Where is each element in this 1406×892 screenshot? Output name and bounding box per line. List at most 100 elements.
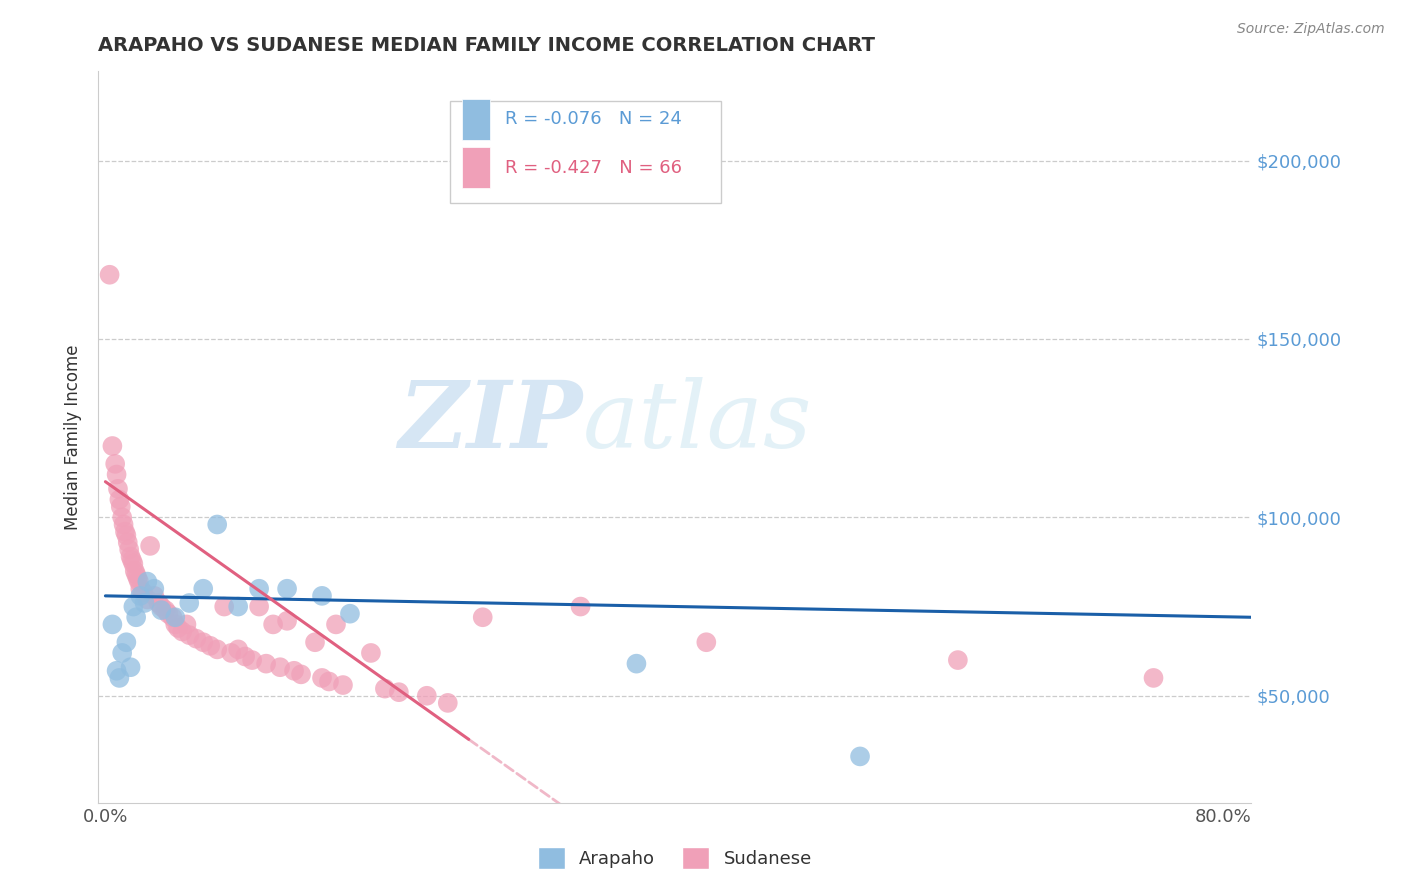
Point (276, 582, 298, 596)
Text: ARAPAHO VS SUDANESE MEDIAN FAMILY INCOME CORRELATION CHART: ARAPAHO VS SUDANESE MEDIAN FAMILY INCOME… (98, 36, 876, 54)
Point (136, 574, 159, 589)
Point (205, 517, 228, 532)
Text: R = -0.076   N = 24: R = -0.076 N = 24 (505, 111, 682, 128)
Point (124, 564, 146, 578)
Point (290, 667, 312, 681)
Point (304, 635, 326, 649)
Point (165, 610, 187, 624)
Point (125, 610, 148, 624)
Point (117, 535, 139, 549)
Point (388, 685, 411, 699)
Text: Source: ZipAtlas.com: Source: ZipAtlas.com (1237, 22, 1385, 37)
Point (276, 614, 298, 628)
Point (104, 457, 127, 471)
Point (136, 592, 159, 607)
Point (148, 596, 170, 610)
Point (143, 589, 166, 603)
Point (128, 574, 150, 589)
Text: ZIP: ZIP (398, 377, 582, 467)
Point (98, 268, 121, 282)
Point (155, 603, 177, 617)
Point (193, 635, 215, 649)
Point (849, 749, 872, 764)
Point (247, 582, 270, 596)
Point (318, 674, 340, 689)
Point (569, 599, 592, 614)
Point (112, 517, 135, 532)
Point (122, 599, 145, 614)
Point (139, 539, 162, 553)
Point (108, 671, 131, 685)
Point (247, 599, 270, 614)
Point (132, 585, 155, 599)
Point (129, 589, 152, 603)
Point (179, 596, 201, 610)
Point (240, 653, 263, 667)
Point (120, 660, 142, 674)
Point (212, 599, 235, 614)
Legend: Arapaho, Sudanese: Arapaho, Sudanese (530, 839, 820, 876)
Point (122, 557, 145, 571)
FancyBboxPatch shape (461, 99, 491, 139)
Point (226, 599, 249, 614)
Point (416, 689, 439, 703)
Point (114, 524, 136, 539)
Point (115, 635, 138, 649)
Point (311, 589, 333, 603)
Point (254, 657, 277, 671)
Point (105, 664, 128, 678)
Point (162, 610, 184, 624)
Point (157, 607, 180, 621)
Point (121, 553, 143, 567)
Point (172, 624, 194, 639)
Point (339, 607, 361, 621)
Point (325, 617, 347, 632)
Point (471, 610, 494, 624)
Point (283, 664, 305, 678)
Point (101, 617, 124, 632)
Point (115, 528, 138, 542)
Point (143, 582, 166, 596)
FancyBboxPatch shape (461, 147, 491, 187)
Point (205, 642, 228, 657)
Point (111, 510, 134, 524)
Point (127, 571, 149, 585)
Point (101, 439, 124, 453)
Point (118, 542, 141, 557)
Point (219, 646, 242, 660)
Point (134, 596, 156, 610)
Point (179, 628, 201, 642)
Point (167, 621, 190, 635)
Point (125, 567, 148, 582)
Text: atlas: atlas (582, 377, 813, 467)
Point (946, 653, 969, 667)
Point (129, 582, 152, 596)
Point (150, 603, 173, 617)
Point (436, 696, 458, 710)
Point (695, 635, 717, 649)
Point (110, 500, 132, 514)
Point (233, 649, 256, 664)
Point (108, 492, 131, 507)
Point (165, 617, 187, 632)
Point (107, 482, 129, 496)
Point (226, 642, 249, 657)
Point (311, 671, 333, 685)
Point (186, 632, 208, 646)
Point (150, 599, 173, 614)
Point (269, 660, 291, 674)
Text: R = -0.427   N = 66: R = -0.427 N = 66 (505, 159, 682, 177)
Point (176, 617, 198, 632)
Point (120, 549, 142, 564)
Point (262, 617, 284, 632)
Point (332, 678, 354, 692)
FancyBboxPatch shape (450, 101, 721, 203)
Point (193, 582, 215, 596)
Point (360, 646, 382, 660)
Point (200, 639, 222, 653)
Point (1142, 671, 1164, 685)
Point (105, 467, 128, 482)
Y-axis label: Median Family Income: Median Family Income (65, 344, 83, 530)
Point (111, 646, 134, 660)
Point (374, 681, 396, 696)
